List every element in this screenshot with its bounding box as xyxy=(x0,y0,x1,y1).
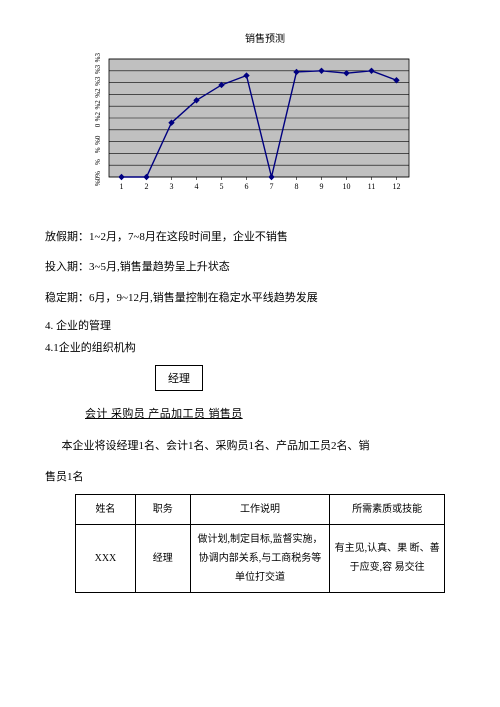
svg-text:%: % xyxy=(94,159,102,165)
svg-text:%2: %2 xyxy=(94,112,102,122)
line-input: 投入期：3~5月,销售量趋势呈上升状态 xyxy=(45,254,455,280)
svg-text:%0: %0 xyxy=(94,135,102,145)
heading-4: 4. 企业的管理 xyxy=(45,317,455,333)
col-header: 职务 xyxy=(135,494,190,524)
table-row: XXX 经理 做计划,制定目标,监督实施，协调内部关系,与工商税务等 单位打交道… xyxy=(76,524,445,592)
svg-text:%3: %3 xyxy=(94,53,102,63)
svg-text:6: 6 xyxy=(245,182,249,191)
svg-text:%2: %2 xyxy=(94,88,102,98)
svg-text:%: % xyxy=(94,147,102,153)
line-stable: 稳定期：6月，9~12月,销售量控制在稳定水平线趋势发展 xyxy=(45,285,455,311)
svg-text:10: 10 xyxy=(343,182,351,191)
svg-text:9: 9 xyxy=(320,182,324,191)
svg-text:%3: %3 xyxy=(94,64,102,74)
roles-underlined: 会计 采购员 产品加工员 销售员 xyxy=(85,405,455,421)
sales-chart: %0%%%%00%2%2%2%3%3%3123456789101112 xyxy=(75,51,455,199)
col-header: 工作说明 xyxy=(190,494,330,524)
col-header: 姓名 xyxy=(76,494,136,524)
svg-text:3: 3 xyxy=(170,182,174,191)
col-header: 所需素质或技能 xyxy=(330,494,445,524)
staff-table: 姓名职务工作说明所需素质或技能 XXX 经理 做计划,制定目标,监督实施，协调内… xyxy=(75,494,445,593)
staff-line-1: 本企业将设经理1名、会计1名、采购员1名、产品加工员2名、销 xyxy=(45,433,455,459)
cell-desc: 做计划,制定目标,监督实施，协调内部关系,与工商税务等 单位打交道 xyxy=(190,524,330,592)
line-vacation: 放假期：1~2月，7~8月在这段时间里，企业不销售 xyxy=(45,224,455,250)
svg-text:2: 2 xyxy=(145,182,149,191)
svg-text:7: 7 xyxy=(270,182,274,191)
svg-text:1: 1 xyxy=(120,182,124,191)
heading-4-1: 4.1企业的组织机构 xyxy=(45,339,455,355)
svg-text:5: 5 xyxy=(220,182,224,191)
svg-text:0: 0 xyxy=(94,123,102,127)
chart-title: 销售预测 xyxy=(75,30,455,45)
cell-name: XXX xyxy=(76,524,136,592)
svg-text:12: 12 xyxy=(393,182,401,191)
svg-text:%3: %3 xyxy=(94,76,102,86)
svg-text:8: 8 xyxy=(295,182,299,191)
org-box-manager: 经理 xyxy=(155,365,203,391)
svg-text:11: 11 xyxy=(368,182,376,191)
svg-text:%2: %2 xyxy=(94,100,102,110)
staff-line-2: 售员1名 xyxy=(45,464,455,490)
cell-req: 有主见,认真、果 断、善于应变,容 易交往 xyxy=(330,524,445,592)
svg-text:%0%: %0% xyxy=(94,171,102,186)
svg-text:4: 4 xyxy=(195,182,199,191)
cell-role: 经理 xyxy=(135,524,190,592)
